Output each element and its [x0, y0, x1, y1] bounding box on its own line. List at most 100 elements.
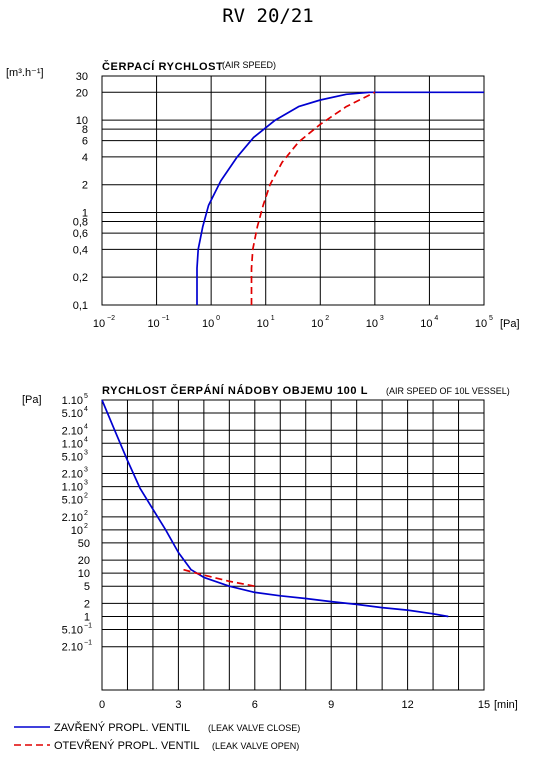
chart2-series-line-1 [183, 568, 255, 588]
chart2-y-tick-exp: 5 [84, 393, 88, 400]
chart2-y-tick-mantissa: 2.10 [62, 425, 83, 437]
chart2-y-tick-mantissa: 10 [71, 525, 83, 537]
chart2-y-tick-label: 5 [84, 581, 90, 593]
air-speed-chart: [m³.h⁻¹] ČERPACÍ RYCHLOST (AIR SPEED) 30… [6, 60, 520, 330]
chart2-x-ticks: 0 3 6 9 12 15 [99, 699, 490, 711]
chart2-x-tick-label: 6 [252, 699, 258, 711]
chart1-x-tick-label: 10 −1 [147, 315, 169, 330]
legend: ZAVŘENÝ PROPL. VENTIL (LEAK VALVE CLOSE)… [14, 721, 300, 752]
chart1-y-tick-label: 20 [76, 87, 88, 99]
chart2-y-tick-mantissa: 1 [84, 611, 90, 623]
chart2-y-tick-label: 5.10 −1 [62, 622, 93, 636]
chart2-y-tick-label: 10 2 [71, 523, 88, 537]
chart1-y-tick-label: 0,8 [73, 217, 88, 229]
chart2-y-tick-label: 2.10 4 [62, 423, 88, 437]
chart2-y-tick-mantissa: 1.10 [62, 438, 83, 450]
legend-note-open: (LEAK VALVE OPEN) [212, 741, 299, 751]
chart2-y-tick-exp: 4 [84, 436, 88, 443]
chart1-y-tick-label: 0,1 [73, 300, 88, 312]
chart2-y-tick-label: 2.10 −1 [62, 640, 93, 654]
chart2-title: RYCHLOST ČERPÁNÍ NÁDOBY OBJEMU 100 L [102, 384, 368, 397]
chart1-x-tick-exp: 1 [271, 315, 275, 322]
chart2-y-tick-mantissa: 5.10 [62, 624, 83, 636]
chart1-y-tick-label: 6 [82, 136, 88, 148]
chart2-y-tick-label: 1.10 4 [62, 436, 88, 450]
chart1-y-tick-label: 0,4 [73, 244, 88, 256]
chart1-x-tick-exp: 0 [216, 315, 220, 322]
chart2-y-tick-exp: 4 [84, 423, 88, 430]
chart1-y-tick-label: 2 [82, 180, 88, 192]
chart1-y-tick-label: 8 [82, 124, 88, 136]
chart2-y-tick-label: 2.10 2 [62, 510, 88, 524]
vessel-pumping-chart: [Pa] RYCHLOST ČERPÁNÍ NÁDOBY OBJEMU 100 … [22, 384, 518, 711]
chart1-series-line-0 [196, 91, 484, 305]
chart2-y-tick-exp: 4 [84, 406, 88, 413]
chart2-y-tick-exp: 2 [84, 523, 88, 530]
chart1-x-tick-base: 10 [311, 318, 323, 330]
chart2-y-tick-exp: 2 [84, 510, 88, 517]
chart2-y-tick-exp: −1 [84, 640, 92, 647]
chart1-x-tick-exp: 4 [434, 315, 438, 322]
chart1-x-tick-base: 10 [202, 318, 214, 330]
chart1-y-tick-label: 0,6 [73, 228, 88, 240]
chart1-x-tick-label: 10 3 [366, 315, 384, 330]
legend-note-closed: (LEAK VALVE CLOSE) [208, 723, 300, 733]
chart1-y-tick-label: 30 [76, 71, 88, 83]
chart2-y-ticks: 1.10 55.10 42.10 41.10 45.10 32.10 31.10 35.10 2… [62, 393, 93, 654]
chart2-x-tick-label: 15 [478, 699, 490, 711]
chart1-series [196, 91, 484, 305]
chart1-x-tick-exp: 3 [380, 315, 384, 322]
chart1-y-tick-label: 4 [82, 152, 88, 164]
chart2-y-tick-exp: 3 [84, 449, 88, 456]
chart1-x-tick-label: 10 5 [475, 315, 493, 330]
chart1-xlabel: [Pa] [500, 318, 520, 330]
chart2-series-line-0 [101, 399, 449, 618]
chart1-y-tick-label: 0,2 [73, 272, 88, 284]
chart2-ylabel: [Pa] [22, 394, 42, 406]
chart2-y-tick-label: 5.10 4 [62, 406, 88, 420]
chart2-y-tick-exp: 2 [84, 493, 88, 500]
chart2-y-tick-mantissa: 5.10 [62, 495, 83, 507]
chart2-xlabel: [min] [494, 699, 518, 711]
chart1-y-tick-label: 10 [76, 115, 88, 127]
chart2-grid [101, 399, 485, 691]
chart2-y-tick-label: 2.10 3 [62, 467, 88, 481]
chart1-x-tick-label: 10 2 [311, 315, 329, 330]
chart2-y-tick-mantissa: 5.10 [62, 408, 83, 420]
chart1-x-tick-label: 10 0 [202, 315, 220, 330]
chart2-y-tick-mantissa: 2 [84, 598, 90, 610]
chart2-y-tick-label: 2 [84, 598, 90, 610]
chart1-x-tick-label: 10 4 [420, 315, 438, 330]
chart1-x-tick-base: 10 [475, 318, 487, 330]
legend-item-closed: ZAVŘENÝ PROPL. VENTIL (LEAK VALVE CLOSE) [14, 721, 300, 734]
chart2-y-tick-label: 50 [78, 538, 90, 550]
chart1-x-tick-base: 10 [420, 318, 432, 330]
chart1-title: ČERPACÍ RYCHLOST [102, 60, 223, 73]
chart2-y-tick-exp: 3 [84, 467, 88, 474]
chart1-y-tick-label: 1 [82, 208, 88, 220]
chart2-y-tick-mantissa: 20 [78, 555, 90, 567]
chart2-y-tick-mantissa: 2.10 [62, 512, 83, 524]
chart2-y-tick-mantissa: 2.10 [62, 642, 83, 654]
chart1-x-tick-exp: 5 [489, 315, 493, 322]
legend-label-open: OTEVŘENÝ PROPL. VENTIL [54, 739, 199, 752]
chart2-y-tick-exp: −1 [84, 622, 92, 629]
chart2-y-tick-label: 5.10 2 [62, 493, 88, 507]
chart1-ylabel: [m³.h⁻¹] [6, 67, 44, 79]
chart1-x-ticks: 10 −2 10 −1 10 0 10 1 10 2 10 3 10 4 10 5 [93, 315, 493, 330]
chart2-y-tick-mantissa: 1.10 [62, 395, 83, 407]
chart2-series [101, 399, 449, 618]
chart2-y-tick-label: 1 [84, 611, 90, 623]
chart1-x-tick-base: 10 [93, 318, 105, 330]
chart2-y-tick-mantissa: 5 [84, 581, 90, 593]
chart2-y-tick-mantissa: 5.10 [62, 451, 83, 463]
chart1-x-tick-base: 10 [257, 318, 269, 330]
chart1-x-tick-base: 10 [147, 318, 159, 330]
legend-item-open: OTEVŘENÝ PROPL. VENTIL (LEAK VALVE OPEN) [14, 739, 299, 752]
chart2-y-tick-mantissa: 10 [78, 568, 90, 580]
chart2-x-tick-label: 0 [99, 699, 105, 711]
chart1-x-tick-exp: −2 [107, 315, 115, 322]
chart2-y-tick-label: 5.10 3 [62, 449, 88, 463]
